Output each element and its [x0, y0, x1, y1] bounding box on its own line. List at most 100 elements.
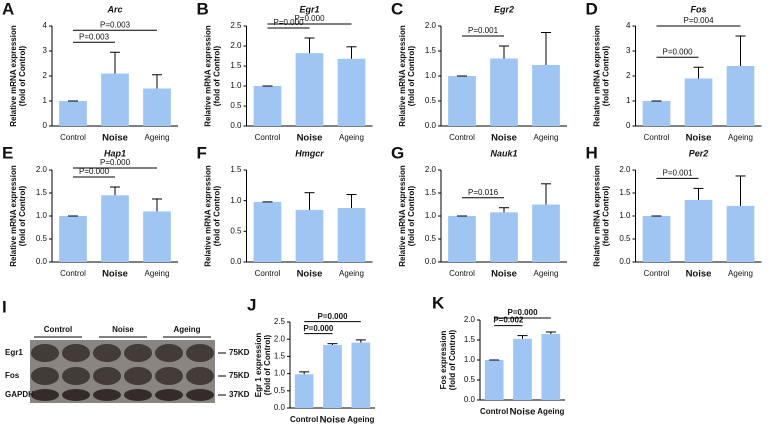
- y-tick-label: 0.0: [36, 257, 48, 266]
- bar: [541, 334, 561, 400]
- y-tick-label: 3: [43, 46, 48, 55]
- blot-row-label: GAPDH: [5, 390, 34, 399]
- y-tick-label: 0.5: [274, 386, 286, 395]
- y-tick-label: 0: [43, 121, 48, 130]
- y-tick-label: 0.0: [230, 257, 242, 266]
- y-tick-label: 1.5: [464, 335, 476, 344]
- x-tick-label: Ageing: [537, 407, 564, 416]
- p-value: P=0.000: [294, 14, 325, 23]
- blot-size-label: 37KD: [229, 390, 250, 399]
- lane-group-label: Noise: [112, 325, 134, 334]
- y-axis-label: (fold of Control): [18, 185, 27, 246]
- y-tick-label: 2.0: [230, 41, 242, 50]
- y-tick-label: 1.5: [425, 188, 437, 197]
- y-axis-label: (fold of Control): [213, 45, 222, 106]
- blot-band: [31, 389, 59, 401]
- blot-row-label: Egr1: [5, 348, 23, 357]
- y-tick-label: 4: [43, 21, 48, 30]
- bar: [351, 342, 371, 408]
- y-tick-label: 1.0: [274, 369, 286, 378]
- y-tick-label: 1.5: [36, 188, 48, 197]
- bar: [490, 58, 518, 126]
- y-tick-label: 2.0: [425, 21, 437, 30]
- y-tick-label: 0: [626, 121, 631, 130]
- bar: [101, 73, 129, 126]
- x-tick-label: Ageing: [339, 133, 364, 142]
- p-value: P=0.004: [683, 16, 714, 25]
- x-tick-label: Noise: [297, 269, 323, 280]
- bar: [684, 199, 713, 262]
- x-tick-label: Control: [255, 133, 281, 142]
- y-tick-label: 1.0: [230, 196, 242, 205]
- chart-title: Egr1: [299, 4, 319, 14]
- x-tick-label: Control: [255, 269, 281, 278]
- y-tick-label: 0.0: [425, 121, 437, 130]
- y-tick-label: 0.5: [619, 234, 631, 243]
- p-value: P=0.000: [317, 312, 348, 321]
- panel-label: H: [586, 143, 598, 162]
- x-tick-label: Noise: [491, 269, 517, 280]
- panel-label: J: [247, 295, 256, 314]
- y-tick-label: 2.0: [274, 334, 286, 343]
- y-tick-label: 1: [43, 96, 48, 105]
- y-tick-label: 2.5: [274, 317, 286, 326]
- panel-label: F: [197, 143, 207, 162]
- x-tick-label: Ageing: [534, 133, 559, 142]
- bar: [295, 209, 324, 262]
- blot-row-label: Fos: [5, 371, 20, 380]
- p-value: P=0.000: [100, 158, 131, 167]
- panel-label: K: [432, 293, 445, 312]
- bar: [642, 216, 671, 262]
- y-tick-label: 1.0: [464, 355, 476, 364]
- y-tick-label: 0.0: [274, 403, 286, 412]
- y-tick-label: 1.5: [230, 61, 242, 70]
- lane-group-label: Ageing: [173, 325, 200, 334]
- bar: [337, 58, 366, 126]
- y-tick-label: 0.5: [230, 101, 242, 110]
- y-tick-label: 0.0: [464, 395, 476, 404]
- blot-image: [30, 340, 215, 403]
- y-tick-label: 1.0: [36, 211, 48, 220]
- lane-group-label: Control: [44, 325, 72, 334]
- x-tick-label: Ageing: [347, 415, 374, 424]
- blot-size-label: 75KD: [229, 371, 250, 380]
- y-axis-label: Relative mRNA expression: [593, 25, 602, 127]
- bar: [448, 76, 476, 126]
- y-axis-label: (fold of Control): [602, 45, 611, 106]
- bar: [684, 78, 713, 126]
- bar: [143, 88, 171, 126]
- bar: [101, 195, 129, 262]
- bar: [143, 211, 171, 262]
- bar: [484, 360, 504, 400]
- bar: [448, 216, 476, 262]
- blot-band: [155, 344, 183, 362]
- y-tick-label: 1.5: [425, 46, 437, 55]
- y-tick-label: 2: [626, 71, 631, 80]
- p-value: P=0.000: [303, 324, 334, 333]
- bar: [59, 101, 87, 126]
- blot-band: [62, 344, 90, 362]
- bar: [726, 205, 755, 262]
- x-tick-label: Control: [644, 269, 670, 278]
- blot-band: [93, 367, 121, 385]
- bar: [337, 208, 366, 262]
- x-tick-label: Ageing: [145, 269, 170, 278]
- bar: [294, 374, 314, 408]
- y-tick-label: 1.0: [425, 211, 437, 220]
- p-value: P=0.000: [273, 18, 304, 27]
- chart-title: Hap1: [104, 148, 126, 158]
- p-value: P=0.003: [100, 20, 131, 29]
- x-tick-label: Noise: [491, 133, 517, 144]
- blot-band: [124, 389, 152, 401]
- p-value: P=0.000: [507, 308, 538, 317]
- y-tick-label: 3: [626, 46, 631, 55]
- x-tick-label: Noise: [297, 133, 323, 144]
- chart-title: Hmgcr: [295, 148, 324, 158]
- y-tick-label: 0.5: [464, 375, 476, 384]
- p-value: P=0.003: [79, 32, 110, 41]
- chart-title: Per2: [689, 148, 709, 158]
- x-tick-label: Ageing: [534, 269, 559, 278]
- panel-label: E: [2, 143, 13, 162]
- bar: [490, 212, 518, 262]
- chart-title: Nauk1: [490, 148, 517, 158]
